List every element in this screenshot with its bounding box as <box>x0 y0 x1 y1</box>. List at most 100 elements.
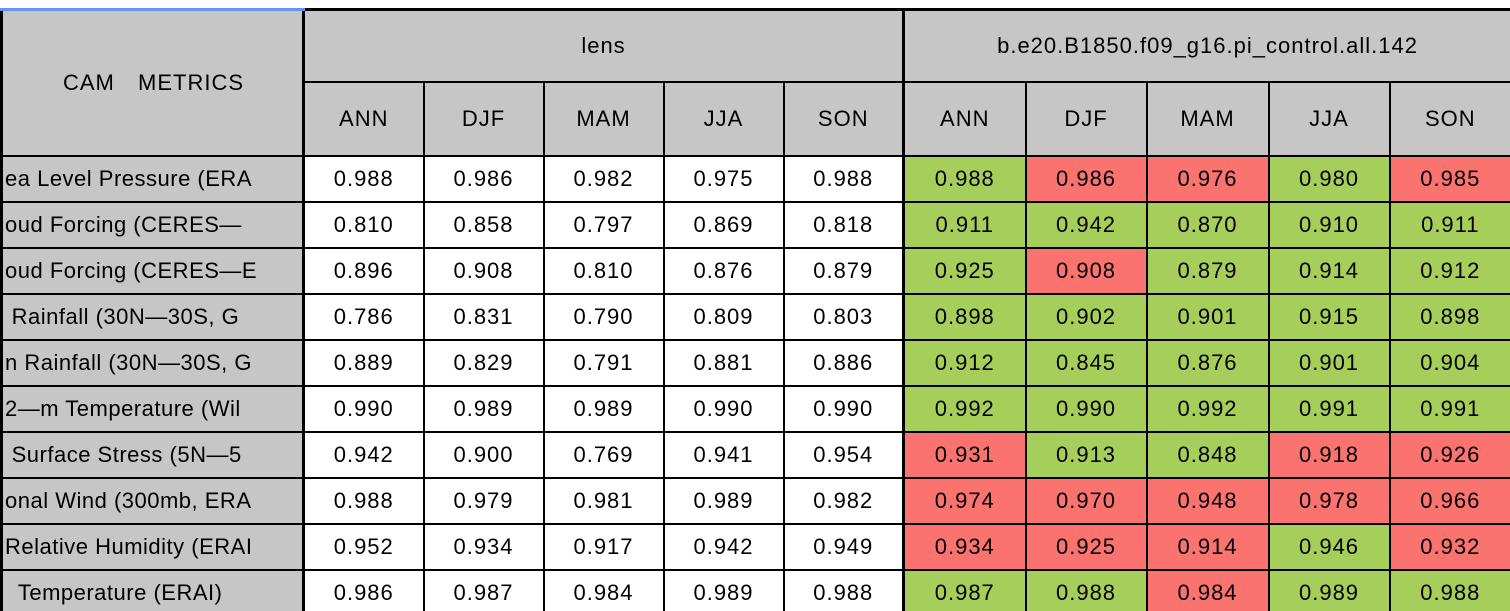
lens-value-cell: 0.990 <box>782 385 905 433</box>
control-value-cell: 0.984 <box>1145 569 1270 611</box>
control-value-cell: 0.985 <box>1388 155 1510 203</box>
control-value-cell: 0.912 <box>902 339 1027 387</box>
metric-label: n Rainfall (30N—30S, G <box>0 339 305 387</box>
lens-value-cell: 0.881 <box>662 339 785 387</box>
lens-value-cell: 0.982 <box>542 155 665 203</box>
lens-value-cell: 0.934 <box>422 523 545 571</box>
control-value-cell: 0.987 <box>902 569 1027 611</box>
control-value-cell: 0.902 <box>1024 293 1148 341</box>
lens-value-cell: 0.952 <box>302 523 425 571</box>
control-value-cell: 0.931 <box>902 431 1027 479</box>
lens-value-cell: 0.879 <box>782 247 905 295</box>
metric-label: Relative Humidity (ERAI <box>0 523 305 571</box>
control-value-cell: 0.915 <box>1267 293 1391 341</box>
table-row: Rainfall (30N—30S, G 0.786 0.831 0.790 0.809… <box>0 293 1510 341</box>
control-value-cell: 0.925 <box>1024 523 1148 571</box>
lens-value-cell: 0.790 <box>542 293 665 341</box>
control-value-cell: 0.970 <box>1024 477 1148 525</box>
control-value-cell: 0.934 <box>902 523 1027 571</box>
lens-value-cell: 0.988 <box>302 477 425 525</box>
lens-value-cell: 0.988 <box>782 155 905 203</box>
lens-value-cell: 0.869 <box>662 201 785 249</box>
season-header-jja: JJA <box>662 81 785 157</box>
control-value-cell: 0.925 <box>902 247 1027 295</box>
season-header-mam: MAM <box>542 81 665 157</box>
control-value-cell: 0.986 <box>1024 155 1148 203</box>
table-row: Temperature (ERAI) 0.986 0.987 0.984 0.989 0.… <box>0 569 1510 611</box>
control-value-cell: 0.948 <box>1145 477 1270 525</box>
lens-value-cell: 0.990 <box>662 385 785 433</box>
lens-value-cell: 0.986 <box>422 155 545 203</box>
metric-label: oud Forcing (CERES— <box>0 201 305 249</box>
control-value-cell: 0.978 <box>1267 477 1391 525</box>
control-value-cell: 0.912 <box>1388 247 1510 295</box>
control-value-cell: 0.989 <box>1267 569 1391 611</box>
lens-value-cell: 0.908 <box>422 247 545 295</box>
control-value-cell: 0.901 <box>1267 339 1391 387</box>
table-row: onal Wind (300mb, ERA 0.988 0.979 0.981 0.98… <box>0 477 1510 525</box>
control-value-cell: 0.876 <box>1145 339 1270 387</box>
season-header-son: SON <box>1388 81 1510 157</box>
lens-value-cell: 0.979 <box>422 477 545 525</box>
control-value-cell: 0.913 <box>1024 431 1148 479</box>
control-value-cell: 0.946 <box>1267 523 1391 571</box>
season-header-mam: MAM <box>1145 81 1270 157</box>
control-value-cell: 0.914 <box>1145 523 1270 571</box>
lens-value-cell: 0.803 <box>782 293 905 341</box>
metric-label: Rainfall (30N—30S, G <box>0 293 305 341</box>
lens-value-cell: 0.889 <box>302 339 425 387</box>
table-row: oud Forcing (CERES—E 0.896 0.908 0.810 0.876… <box>0 247 1510 295</box>
lens-value-cell: 0.981 <box>542 477 665 525</box>
lens-value-cell: 0.876 <box>662 247 785 295</box>
control-value-cell: 0.870 <box>1145 201 1270 249</box>
table-row: oud Forcing (CERES— 0.810 0.858 0.797 0.869 0… <box>0 201 1510 249</box>
control-value-cell: 0.988 <box>902 155 1027 203</box>
control-value-cell: 0.918 <box>1267 431 1391 479</box>
lens-value-cell: 0.786 <box>302 293 425 341</box>
table-row: Surface Stress (5N—5 0.942 0.900 0.769 0.941… <box>0 431 1510 479</box>
control-value-cell: 0.974 <box>902 477 1027 525</box>
control-value-cell: 0.914 <box>1267 247 1391 295</box>
lens-value-cell: 0.886 <box>782 339 905 387</box>
lens-value-cell: 0.954 <box>782 431 905 479</box>
lens-value-cell: 0.989 <box>422 385 545 433</box>
lens-value-cell: 0.987 <box>422 569 545 611</box>
metric-label: 2—m Temperature (Wil <box>0 385 305 433</box>
control-value-cell: 0.879 <box>1145 247 1270 295</box>
metric-label: Surface Stress (5N—5 <box>0 431 305 479</box>
control-value-cell: 0.898 <box>1388 293 1510 341</box>
lens-value-cell: 0.988 <box>782 569 905 611</box>
lens-value-cell: 0.769 <box>542 431 665 479</box>
lens-value-cell: 0.810 <box>542 247 665 295</box>
season-header-son: SON <box>782 81 905 157</box>
group-header-control-run: b.e20.B1850.f09_g16.pi_control.all.142 <box>902 8 1510 83</box>
lens-value-cell: 0.831 <box>422 293 545 341</box>
control-value-cell: 0.898 <box>902 293 1027 341</box>
lens-value-cell: 0.942 <box>302 431 425 479</box>
season-header-ann: ANN <box>302 81 425 157</box>
lens-value-cell: 0.989 <box>542 385 665 433</box>
control-value-cell: 0.966 <box>1388 477 1510 525</box>
lens-value-cell: 0.975 <box>662 155 785 203</box>
control-value-cell: 0.991 <box>1267 385 1391 433</box>
lens-value-cell: 0.791 <box>542 339 665 387</box>
control-value-cell: 0.848 <box>1145 431 1270 479</box>
cam-metrics-table: CAM METRICS lens b.e20.B1850.f09_g16.pi_… <box>0 8 1510 611</box>
season-header-djf: DJF <box>422 81 545 157</box>
control-value-cell: 0.910 <box>1267 201 1391 249</box>
lens-value-cell: 0.900 <box>422 431 545 479</box>
control-value-cell: 0.926 <box>1388 431 1510 479</box>
lens-value-cell: 0.829 <box>422 339 545 387</box>
control-value-cell: 0.990 <box>1024 385 1148 433</box>
control-value-cell: 0.911 <box>1388 201 1510 249</box>
control-value-cell: 0.992 <box>1145 385 1270 433</box>
lens-value-cell: 0.941 <box>662 431 785 479</box>
control-value-cell: 0.980 <box>1267 155 1391 203</box>
lens-value-cell: 0.858 <box>422 201 545 249</box>
group-header-lens: lens <box>301 8 905 83</box>
control-value-cell: 0.992 <box>902 385 1027 433</box>
metric-label: onal Wind (300mb, ERA <box>0 477 305 525</box>
lens-value-cell: 0.942 <box>662 523 785 571</box>
control-value-cell: 0.942 <box>1024 201 1148 249</box>
